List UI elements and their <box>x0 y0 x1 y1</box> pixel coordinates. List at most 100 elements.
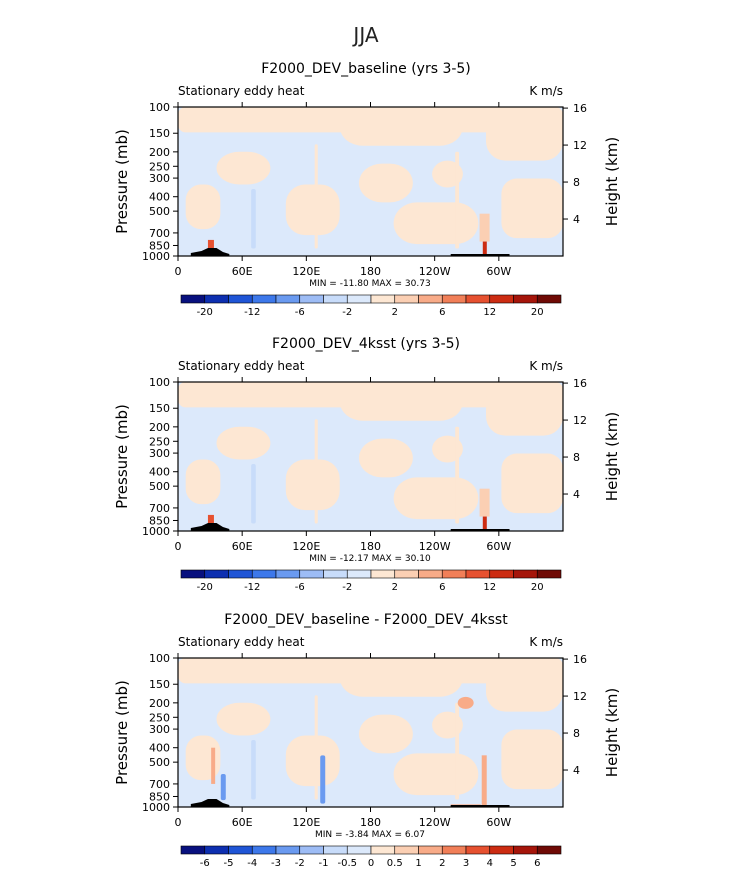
contour-region <box>251 188 256 249</box>
x-tick-label: 120E <box>292 265 320 278</box>
colorbar-label: 6 <box>534 858 540 869</box>
contour-region <box>285 735 340 787</box>
x-tick-label: 0 <box>175 816 182 829</box>
colorbar-label: -6 <box>295 582 305 593</box>
y-tick-label: 400 <box>149 742 170 755</box>
colorbar-swatch <box>204 845 229 855</box>
y-tick-label: 1000 <box>142 801 170 814</box>
y-tick-label: 250 <box>149 160 170 173</box>
contour-plume <box>479 213 490 242</box>
x-tick-label: 120W <box>419 265 451 278</box>
y-tick-label: 400 <box>149 466 170 479</box>
x-tick-label: 60E <box>232 265 253 278</box>
colorbar-swatch <box>180 569 206 579</box>
colorbar-swatch <box>204 294 229 304</box>
y-tick-label: 100 <box>149 652 170 665</box>
colorbar-swatch <box>536 294 562 304</box>
colorbar-label: -12 <box>244 582 260 593</box>
contour-region <box>393 477 479 520</box>
colorbar-label: 1 <box>415 858 421 869</box>
colorbar-label: 20 <box>531 307 544 318</box>
topography-mask <box>190 248 230 256</box>
y2-tick-label: 12 <box>573 139 587 152</box>
colorbar-swatch <box>489 294 514 304</box>
contour-region <box>455 151 460 249</box>
x-tick-label: 60W <box>486 265 511 278</box>
colorbar-label: 20 <box>531 582 544 593</box>
contour-field <box>178 382 563 531</box>
colorbar-swatch <box>370 294 396 304</box>
panel-right-label: K m/s <box>529 635 563 649</box>
x-tick-label: 60E <box>232 540 253 553</box>
topography-mask <box>450 805 510 807</box>
contour-region <box>185 184 221 230</box>
x-tick-label: 120W <box>419 816 451 829</box>
y2-axis-label: Height (km) <box>603 412 621 501</box>
y2-tick-label: 8 <box>573 727 580 740</box>
x-tick-label: 60W <box>486 816 511 829</box>
contour-region <box>393 202 479 245</box>
contour-region <box>486 107 563 161</box>
y-tick-label: 500 <box>149 756 170 769</box>
colorbar-label: -3 <box>271 858 281 869</box>
colorbar-label: 12 <box>483 582 496 593</box>
contour-field <box>178 107 563 256</box>
colorbar-label: -6 <box>200 858 210 869</box>
contour-region <box>314 144 318 249</box>
colorbar-label: -6 <box>295 307 305 318</box>
colorbar-label: 0.5 <box>387 858 403 869</box>
y-tick-label: 250 <box>149 711 170 724</box>
y-tick-label: 200 <box>149 421 170 434</box>
colorbar-swatch <box>513 569 538 579</box>
colorbar-swatch <box>394 294 419 304</box>
colorbar: -20 -12 -6 -2 2 6 12 20 <box>180 294 562 318</box>
y2-tick-label: 8 <box>573 451 580 464</box>
panel-title: F2000_DEV_baseline (yrs 3-5) <box>261 61 471 77</box>
x-tick-label: 0 <box>175 265 182 278</box>
y-tick-label: 1000 <box>142 250 170 263</box>
panel-left-label: Stationary eddy heat <box>178 635 305 649</box>
panel-right-label: K m/s <box>529 84 563 98</box>
y2-tick-label: 12 <box>573 414 587 427</box>
colorbar-label: 2 <box>392 582 398 593</box>
colorbar-swatch <box>299 569 324 579</box>
contour-region <box>216 426 271 460</box>
y-tick-label: 300 <box>149 723 170 736</box>
contour-region <box>339 107 463 146</box>
colorbar-swatch <box>394 569 419 579</box>
y-tick-label: 150 <box>149 402 170 415</box>
topography-mask <box>450 254 510 256</box>
colorbar-swatch <box>370 569 396 579</box>
colorbar-label: -4 <box>247 858 257 869</box>
panel-title: F2000_DEV_4ksst (yrs 3-5) <box>272 336 460 352</box>
colorbar-swatch <box>228 569 253 579</box>
y-tick-label: 300 <box>149 447 170 460</box>
contour-region <box>251 463 256 524</box>
colorbar-swatch <box>346 569 372 579</box>
colorbar-swatch <box>251 569 277 579</box>
contour-field <box>178 658 563 808</box>
colorbar-label: -2 <box>295 858 305 869</box>
contour-region <box>358 714 413 754</box>
colorbar-swatch <box>346 294 372 304</box>
contour-plume <box>482 503 487 531</box>
colorbar-label: -12 <box>244 307 260 318</box>
colorbar-swatch <box>275 845 301 855</box>
y-tick-label: 250 <box>149 435 170 448</box>
y-tick-label: 700 <box>149 227 170 240</box>
contour-region <box>314 695 318 800</box>
contour-region <box>501 453 563 514</box>
y-tick-label: 300 <box>149 172 170 185</box>
colorbar-swatch <box>180 294 206 304</box>
colorbar-swatch <box>418 294 443 304</box>
contour-plume <box>320 755 326 804</box>
x-tick-label: 180 <box>360 265 381 278</box>
contour-plume <box>479 488 490 517</box>
colorbar-label: 6 <box>439 307 445 318</box>
contour-plume <box>482 228 487 256</box>
colorbar-swatch <box>346 845 372 855</box>
y-tick-label: 100 <box>149 101 170 114</box>
contour-region <box>285 459 340 511</box>
colorbar-swatch <box>441 294 467 304</box>
colorbar-swatch <box>513 294 538 304</box>
